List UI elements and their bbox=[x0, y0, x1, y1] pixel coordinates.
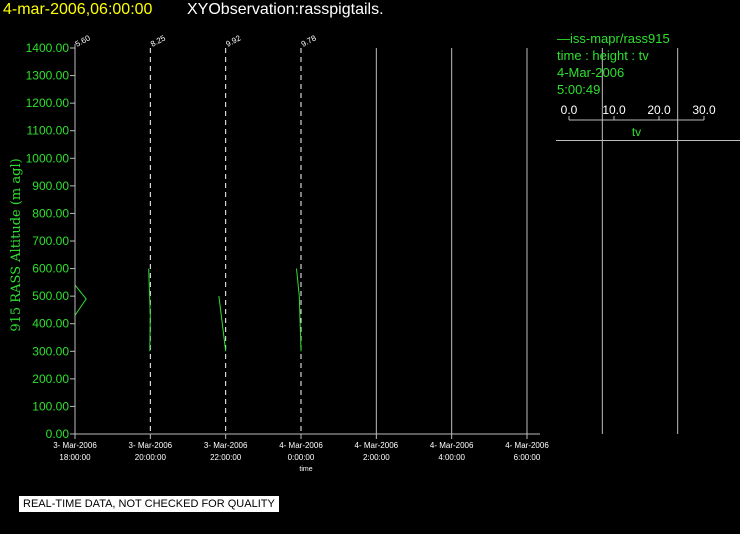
y-tick-label: 1300.00 bbox=[26, 69, 70, 83]
y-tick-label: 500.00 bbox=[32, 289, 69, 303]
y-tick-label: 400.00 bbox=[32, 317, 69, 331]
x-tick-date: 4- Mar-2006 bbox=[430, 441, 474, 450]
legend-divider bbox=[556, 140, 740, 141]
profile-label: 5.60 bbox=[74, 33, 92, 49]
y-tick-label: 300.00 bbox=[32, 344, 69, 358]
x-tick-date: 3- Mar-2006 bbox=[204, 441, 248, 450]
y-tick-label: 1200.00 bbox=[26, 96, 70, 110]
y-tick-label: 200.00 bbox=[32, 372, 69, 386]
profile-label: 9.92 bbox=[224, 33, 242, 49]
y-tick-label: 1100.00 bbox=[27, 124, 70, 138]
legend-scale-label: tv bbox=[632, 125, 641, 139]
x-tick-time: 22:00:00 bbox=[210, 453, 242, 462]
y-tick-label: 600.00 bbox=[32, 262, 69, 276]
x-tick-time: 4:00:00 bbox=[438, 453, 465, 462]
profile-curve bbox=[296, 268, 302, 352]
x-tick-time: 6:00:00 bbox=[514, 453, 541, 462]
legend-text: —iss-mapr/rass915 time : height : tv 4-M… bbox=[556, 30, 670, 98]
legend-fields: time : height : tv bbox=[557, 48, 649, 63]
profile-curve bbox=[74, 284, 87, 316]
quality-note: REAL-TIME DATA, NOT CHECKED FOR QUALITY bbox=[19, 496, 279, 512]
legend-date: 4-Mar-2006 bbox=[557, 65, 625, 80]
y-tick-label: 100.00 bbox=[32, 399, 69, 413]
x-tick-time: 18:00:00 bbox=[59, 453, 91, 462]
x-tick-date: 4- Mar-2006 bbox=[355, 441, 399, 450]
profile-label: 9.78 bbox=[300, 33, 318, 49]
x-tick-time: 2:00:00 bbox=[363, 453, 390, 462]
legend-scale-tick-label: 30.0 bbox=[692, 104, 716, 117]
axis-layer: 0.00 100.00 200.00 300.00 400.00 500.00 600.00… bbox=[26, 41, 550, 462]
grid-layer bbox=[375, 48, 679, 434]
x-axis-title: time bbox=[299, 466, 312, 473]
x-tick-date: 4- Mar-2006 bbox=[505, 441, 549, 450]
profile-label: 8.25 bbox=[149, 33, 167, 49]
y-tick-label: 1400.00 bbox=[26, 41, 70, 55]
x-tick-date: 3- Mar-2006 bbox=[53, 441, 97, 450]
y-tick-label: 1000.00 bbox=[26, 151, 70, 165]
observation-title: XYObservation:rasspigtails. bbox=[187, 1, 384, 18]
profile-curve bbox=[218, 296, 227, 352]
legend-scale: 0.0 10.0 20.0 30.0 tv bbox=[561, 104, 716, 139]
x-tick-date: 4- Mar-2006 bbox=[279, 441, 323, 450]
legend-scale-tick-label: 10.0 bbox=[602, 104, 626, 117]
observation-datetime: 4-mar-2006,06:00:00 bbox=[3, 1, 153, 18]
y-tick-label: 800.00 bbox=[32, 206, 69, 220]
y-tick-label: 700.00 bbox=[32, 234, 69, 248]
legend-scale-layer: 0.0 10.0 20.0 30.0 tv bbox=[561, 104, 716, 139]
legend-series-label: iss-mapr/rass915 bbox=[570, 31, 670, 46]
legend-scale-tick-label: 0.0 bbox=[561, 104, 578, 117]
x-tick-date: 3- Mar-2006 bbox=[129, 441, 173, 450]
legend-time: 5:00:49 bbox=[557, 82, 601, 97]
legend-scale-tick-label: 20.0 bbox=[647, 104, 671, 117]
y-tick-label: 900.00 bbox=[32, 179, 69, 193]
y-tick-label: 0.00 bbox=[46, 427, 70, 441]
x-tick-time: 20:00:00 bbox=[135, 453, 167, 462]
legend-series: —iss-mapr/rass915 bbox=[557, 31, 670, 46]
y-axis-title: 915 RASS Altitude (m agl) bbox=[9, 158, 24, 331]
x-tick-time: 0:00:00 bbox=[288, 453, 315, 462]
profile-curve bbox=[148, 268, 151, 352]
